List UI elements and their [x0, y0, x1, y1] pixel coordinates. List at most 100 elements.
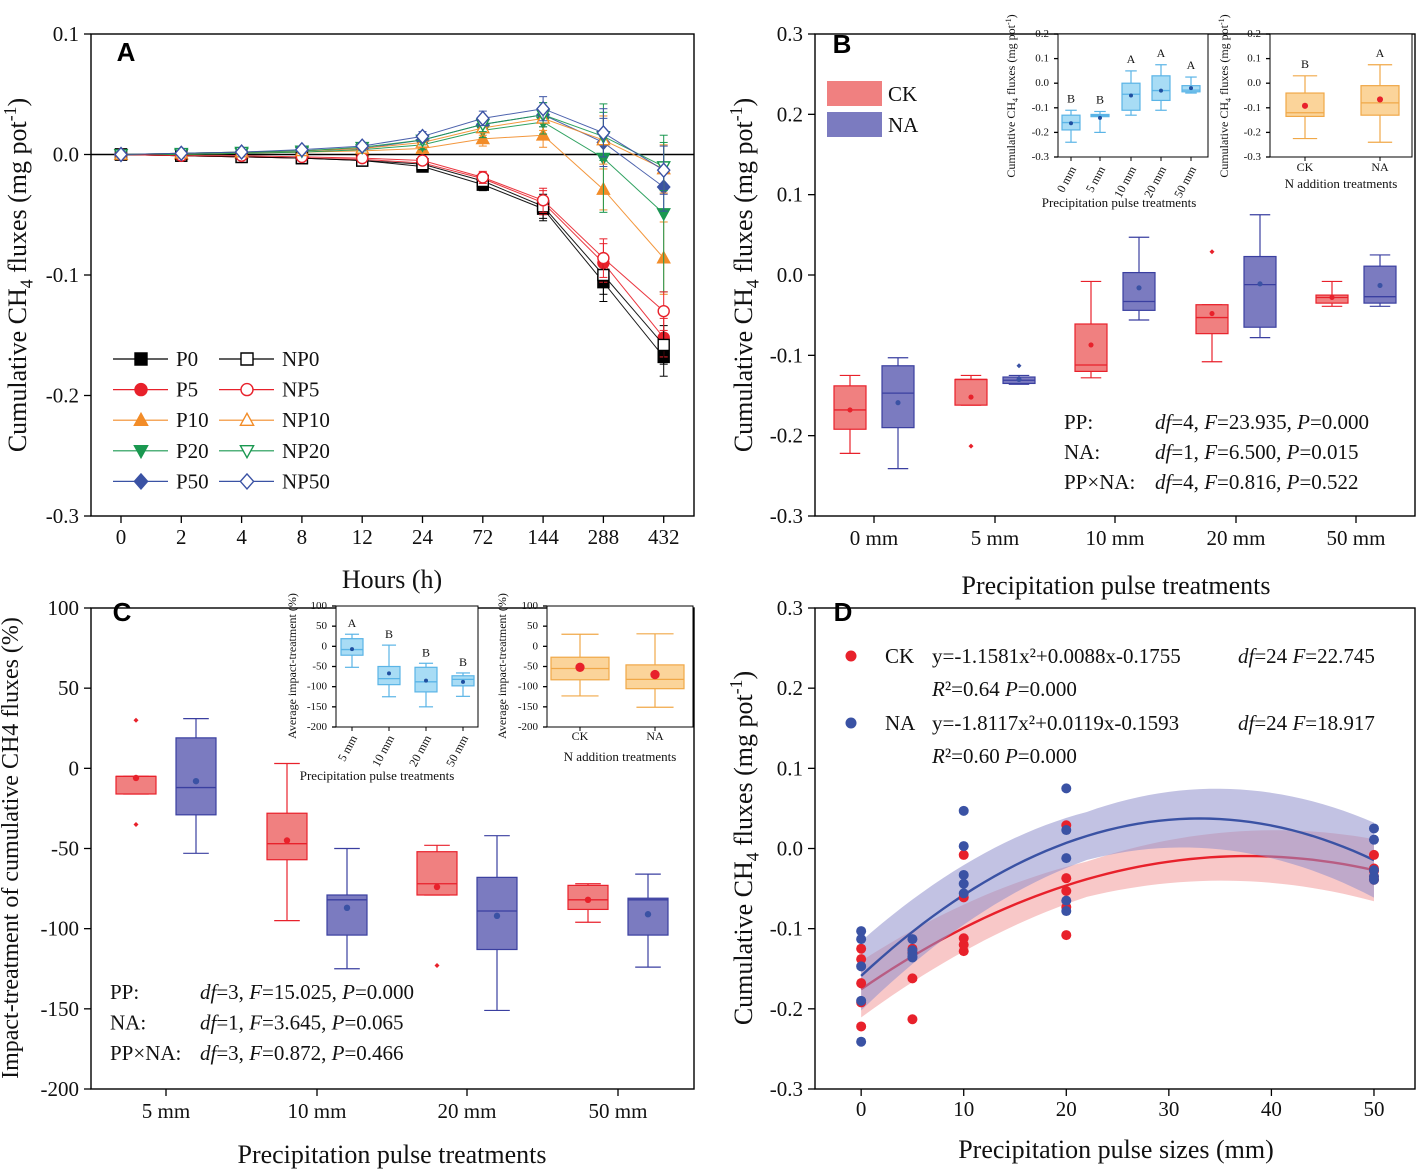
panel-d-point-na — [856, 926, 867, 937]
panel-a-x-tick-label: 432 — [648, 525, 680, 549]
panel-b-inset-letter: A — [1376, 46, 1385, 60]
panel-d-point-na — [856, 1036, 867, 1047]
panel-a-x-tick-label: 4 — [236, 525, 247, 549]
panel-d: -0.3 -0.2 -0.1 0.0 0.1 0.2 0.3 0 10 20 30 40 50 CK y=-… — [726, 596, 1416, 1164]
panel-c-inset-x-tick-label: 5 mm — [335, 732, 361, 764]
panel-c: -200 -150 -100 -50 0 50 100 5 mm 10 mm 20 mm 50 mm… — [0, 593, 695, 1169]
panel-c-inset-y-tick-label: 100 — [311, 600, 328, 612]
panel-b-stat-values: df=4, F=23.935, P=0.000 — [1155, 410, 1369, 434]
panel-c-box-na-mean — [493, 912, 501, 920]
panel-c-y-tick-label: -100 — [41, 917, 80, 941]
panel-a-legend-label-np50: NP50 — [282, 469, 330, 493]
panel-a-y-tick-label: 0.0 — [53, 143, 79, 167]
panel-a-y-tick-label: 0.1 — [53, 22, 79, 46]
panel-a-legend-marker-p5 — [134, 382, 148, 397]
panel-c-stat-values: df=3, F=15.025, P=0.000 — [200, 980, 414, 1004]
panel-a-point-np50 — [174, 145, 189, 162]
panel-a-x-tick-label: 0 — [116, 525, 127, 549]
panel-a-series-np20 — [113, 102, 671, 192]
panel-c-inset-y-tick-label: -100 — [307, 681, 328, 693]
panel-a-point-np50 — [114, 146, 128, 163]
panel-a-point-np5 — [597, 251, 610, 265]
panel-c-box-na-box — [326, 894, 368, 936]
panel-b-y-tick-label: 0.1 — [777, 183, 803, 207]
panel-b-y-tick-label: -0.2 — [770, 424, 803, 448]
panel-b-inset-y-tick-label: 0.0 — [1035, 77, 1049, 89]
panel-c-x-tick-label: 50 mm — [589, 1099, 648, 1123]
panel-c-box-na-box — [175, 737, 217, 816]
panel-c-y-tick-label: 0 — [69, 756, 80, 780]
panel-d-confidence-band-na — [861, 788, 1374, 1011]
panel-c-inset-2: -200 -150 -100 -50 0 50 100 CK NA Average impact-… — [495, 593, 694, 764]
panel-d-equation-na: y=-1.8117x²+0.0119x-0.1593 — [932, 711, 1179, 735]
panel-a-point-np50 — [294, 141, 309, 158]
panel-d-stats-na: df=24 F=18.917 — [1238, 711, 1375, 735]
panel-b: -0.3 -0.2 -0.1 0.0 0.1 0.2 0.3 0 mm 5 mm 10 mm 20 … — [726, 14, 1416, 600]
panel-a-series-p5 — [114, 148, 670, 358]
panel-a-series-p10 — [113, 122, 671, 295]
panel-d-point-na — [1061, 783, 1072, 794]
panel-b-x-tick-label: 10 mm — [1086, 526, 1145, 550]
panel-c-y-tick-label: -50 — [51, 837, 79, 861]
panel-c-inset-box-box — [340, 638, 364, 656]
panel-b-stat-values: df=4, F=0.816, P=0.522 — [1155, 470, 1359, 494]
panel-c-x-axis-title: Precipitation pulse treatments — [237, 1140, 546, 1169]
panel-d-point-na — [958, 805, 969, 816]
panel-b-box-na-mean — [1136, 285, 1142, 291]
panel-b-inset-x-axis-title: N addition treatments — [1285, 176, 1398, 191]
panel-a-point-np50 — [234, 144, 249, 161]
panel-c-inset-y-tick-label: 0 — [533, 640, 539, 652]
panel-c-inset-y-tick-label: -200 — [307, 721, 328, 733]
panel-b-inset-y-tick-label: -0.1 — [1244, 102, 1261, 114]
panel-c-y-tick-label: 50 — [58, 676, 79, 700]
panel-b-y-tick-label: 0.2 — [777, 102, 803, 126]
panel-c-stat-values: df=3, F=0.872, P=0.466 — [200, 1041, 404, 1065]
panel-d-y-tick-label: 0.3 — [777, 596, 803, 620]
panel-c-inset-box-mean — [650, 669, 660, 680]
panel-c-inset-x-tick-label: 50 mm — [443, 732, 471, 769]
panel-c-inset-x-tick-label: NA — [646, 729, 664, 743]
panel-b-x-tick-label: 20 mm — [1207, 526, 1266, 550]
panel-d-x-tick-label: 0 — [856, 1097, 867, 1121]
panel-d-label: D — [834, 597, 853, 627]
panel-d-y-tick-label: 0.2 — [777, 676, 803, 700]
panel-b-inset-y-tick-label: -0.3 — [1244, 151, 1262, 163]
panel-a-line-np20 — [120, 114, 664, 167]
panel-b-x-tick-label: 5 mm — [971, 526, 1019, 550]
panel-b-box-na-mean — [1377, 282, 1383, 289]
panel-a-series-p20 — [113, 103, 671, 293]
panel-b-inset-y-tick-label: 0.2 — [1247, 28, 1261, 40]
panel-b-inset-y-tick-label: -0.1 — [1032, 102, 1049, 114]
panel-d-point-na — [856, 961, 867, 972]
panel-b-legend-label-na: NA — [888, 113, 919, 137]
panel-d-x-tick-label: 40 — [1261, 1097, 1282, 1121]
panel-b-y-tick-label: 0.3 — [777, 22, 803, 46]
panel-b-x-axis-title: Precipitation pulse treatments — [961, 571, 1270, 600]
panel-c-inset-letter: B — [385, 627, 393, 641]
panel-c-stat-term: PP: — [110, 980, 139, 1004]
panel-c-inset-y-axis-title: Average impact-treatment (%) — [495, 593, 509, 739]
panel-a-x-tick-label: 288 — [588, 525, 620, 549]
panel-a-point-np5 — [476, 171, 489, 184]
panel-b-x-tick-label: 0 mm — [850, 526, 898, 550]
panel-a-line-np0 — [120, 154, 665, 346]
panel-c-inset-y-tick-label: -150 — [518, 701, 539, 713]
panel-a-point-np50 — [475, 110, 490, 127]
panel-d-point-na — [907, 945, 918, 956]
panel-a-legend-label-p5: P5 — [176, 378, 198, 402]
panel-c-box-ck-mean — [283, 837, 291, 844]
panel-d-point-ck — [856, 954, 867, 965]
panel-b-box-na-mean — [895, 400, 901, 406]
panel-d-point-na — [958, 878, 969, 889]
panel-d-point-na — [1061, 895, 1072, 906]
panel-d-point-ck — [1368, 849, 1379, 860]
panel-d-point-na — [1368, 865, 1379, 876]
panel-c-inset-1: -200 -150 -100 -50 0 50 100 5 mm 10 mm 20 mm 50 mm… — [285, 593, 479, 783]
panel-b-inset-y-tick-label: -0.2 — [1032, 126, 1049, 138]
panel-d-fit-line-na — [860, 817, 1375, 977]
panel-d-stats-ck: df=24 F=22.745 — [1238, 644, 1375, 668]
panel-a-y-tick-label: -0.3 — [46, 504, 79, 528]
panel-b-box-na-box — [1122, 271, 1156, 311]
panel-a-y-tick-label: -0.1 — [46, 263, 79, 287]
panel-d-point-na — [958, 869, 969, 880]
